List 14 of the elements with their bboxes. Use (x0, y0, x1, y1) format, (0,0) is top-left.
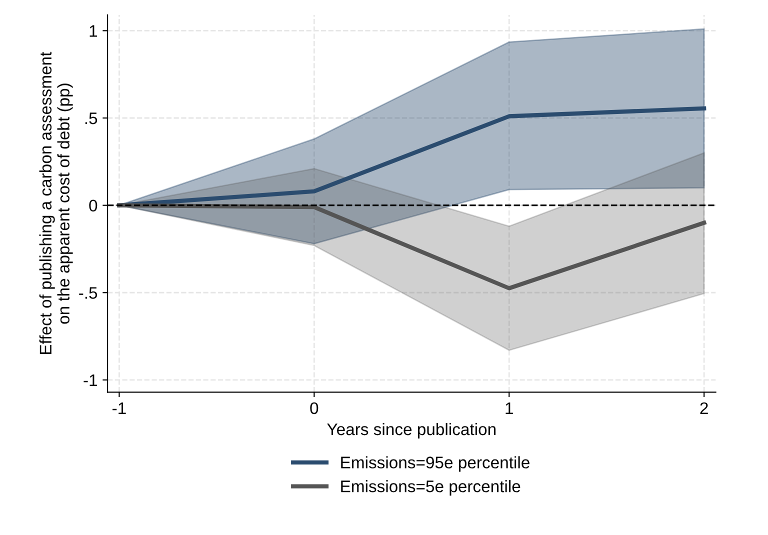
x-axis-title: Years since publication (327, 422, 496, 439)
x-tick-label: -1 (112, 402, 126, 414)
x-tick-label: 2 (700, 402, 708, 414)
x-tick-label: 0 (310, 402, 318, 414)
y-tick-label: 1 (90, 25, 97, 37)
x-tick-label: 1 (506, 402, 513, 414)
line-series (117, 203, 706, 290)
y-tick-label: -1 (84, 374, 97, 386)
y-tick-label: -.5 (79, 287, 98, 299)
y-tick-label: .5 (85, 112, 98, 124)
y-axis-title: Effect of publishing a carbon assessment on the apparent cost of debt (pp) (39, 52, 73, 354)
legend-label: Emissions=95e percentile (341, 456, 530, 472)
legend-label: Emissions=5e percentile (341, 480, 520, 496)
y-tick-label: 0 (89, 200, 98, 212)
